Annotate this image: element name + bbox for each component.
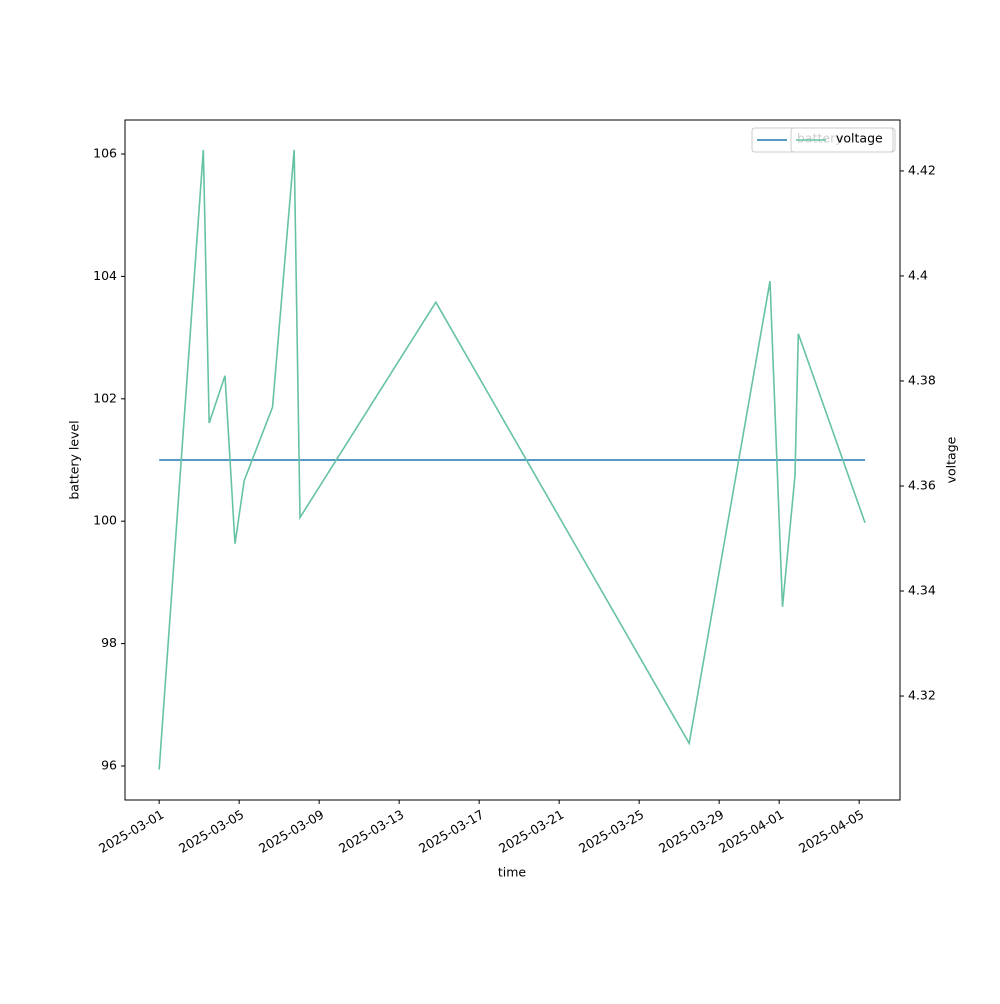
y-tick-label: 98: [101, 635, 117, 650]
x-tick-label: 2025-03-25: [576, 807, 646, 856]
y2-axis-label: voltage: [944, 436, 959, 483]
y2-tick-label: 4.32: [908, 688, 936, 703]
x-tick-label: 2025-03-17: [416, 807, 486, 856]
legend-label: voltage: [836, 131, 883, 146]
x-tick-label: 2025-04-01: [716, 807, 786, 856]
y2-tick-label: 4.42: [908, 162, 936, 177]
x-tick-label: 2025-04-05: [796, 807, 866, 856]
y2-tick-label: 4.4: [908, 267, 928, 282]
y2-tick-label: 4.36: [908, 477, 936, 492]
y-axis-label: battery level: [67, 420, 82, 499]
y2-tick-label: 4.38: [908, 372, 936, 387]
x-tick-label: 2025-03-29: [656, 807, 726, 856]
y-tick-label: 102: [93, 390, 117, 405]
x-tick-label: 2025-03-21: [496, 807, 566, 856]
x-tick-label: 2025-03-01: [96, 807, 166, 856]
y-tick-label: 96: [101, 757, 117, 772]
x-axis-label: time: [498, 865, 527, 880]
y-tick-label: 104: [93, 268, 117, 283]
plot-frame: [124, 119, 901, 801]
series-line: [158, 149, 866, 770]
x-tick-label: 2025-03-09: [256, 807, 326, 856]
y-tick-label: 100: [93, 513, 117, 528]
x-tick-label: 2025-03-13: [336, 807, 406, 856]
y2-tick-label: 4.34: [908, 583, 936, 598]
legend-box: [790, 127, 894, 153]
x-tick-label: 2025-03-05: [176, 807, 246, 856]
y-tick-label: 106: [93, 146, 117, 161]
